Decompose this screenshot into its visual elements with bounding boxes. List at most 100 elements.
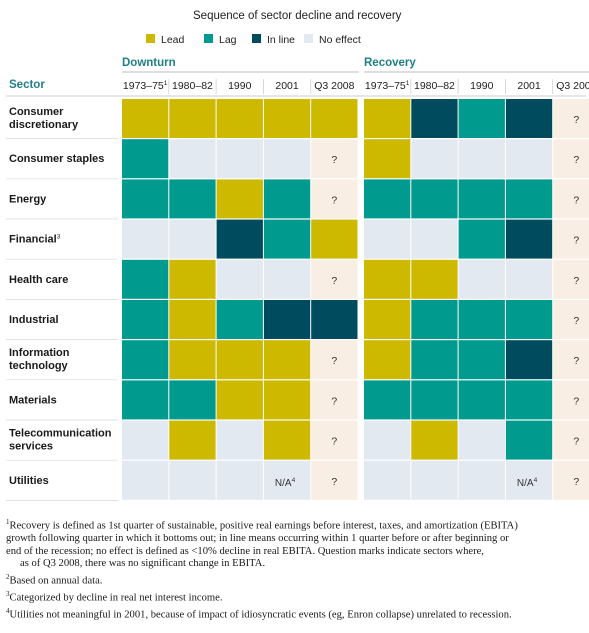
- cell-1-0-1: [169, 139, 216, 179]
- row-label-7: Materials: [9, 394, 57, 406]
- chart-title: Sequence of sector decline and recovery: [193, 10, 402, 22]
- cell-2-1-4: [553, 179, 589, 219]
- cell-3-0-4: [311, 219, 358, 259]
- legend-label-lag: Lag: [219, 34, 237, 46]
- cell-8-1-1: [411, 420, 458, 460]
- cell-8-1-0: [364, 420, 411, 460]
- cell-8-0-4: [311, 420, 358, 460]
- cell-8-0-0: [122, 420, 169, 460]
- column-header-0-2: 1990: [228, 80, 252, 92]
- cell-5-0-0: [122, 300, 169, 339]
- row-label-3: Financial3: [9, 234, 61, 246]
- cell-unknown-mark: ?: [573, 436, 579, 448]
- cell-3-0-3: [263, 219, 311, 259]
- cell-6-1-0: [364, 340, 411, 380]
- cell-unknown-mark: ?: [573, 315, 579, 327]
- cell-2-0-0: [122, 179, 169, 219]
- cell-3-0-0: [122, 219, 169, 259]
- cell-3-1-4: [553, 219, 589, 259]
- cell-7-0-3: [263, 380, 311, 420]
- cell-4-0-3: [263, 259, 311, 299]
- cell-4-0-2: [216, 259, 263, 299]
- cell-6-1-1: [411, 340, 458, 380]
- cell-6-0-1: [169, 340, 216, 380]
- cell-unknown-mark: ?: [573, 355, 579, 367]
- cell-6-0-0: [122, 340, 169, 380]
- cell-3-0-2: [216, 219, 263, 259]
- cell-7-0-0: [122, 380, 169, 420]
- cell-4-1-0: [364, 259, 411, 299]
- cell-5-1-1: [411, 300, 458, 339]
- footnote-text: Based on annual data.: [9, 575, 103, 587]
- footnote-text: Categorized by decline in real net inter…: [9, 592, 223, 604]
- legend-swatch-none: [304, 34, 313, 43]
- cell-unknown-mark: ?: [331, 476, 337, 488]
- row-label-8: Telecommunication services: [9, 428, 112, 453]
- column-header-0-3: 2001: [275, 80, 299, 92]
- legend-swatch-lead: [146, 34, 155, 43]
- cell-1-0-4: [311, 139, 358, 179]
- cell-9-1-3: [505, 460, 553, 500]
- cell-4-0-0: [122, 259, 169, 299]
- cell-1-1-3: [505, 139, 553, 179]
- cell-9-1-0: [364, 460, 411, 500]
- cell-7-0-4: [311, 380, 358, 420]
- cell-3-1-1: [411, 219, 458, 259]
- cell-7-1-0: [364, 380, 411, 420]
- cell-1-1-2: [458, 139, 505, 179]
- column-header-0-4: Q3 2008: [314, 80, 354, 92]
- cell-0-1-3: [505, 99, 553, 138]
- cell-5-1-4: [553, 300, 589, 339]
- cell-unknown-mark: ?: [331, 275, 337, 287]
- cell-8-0-1: [169, 420, 216, 460]
- footnote-line: 1Recovery is defined as 1st quarter of s…: [6, 516, 584, 533]
- legend-label-lead: Lead: [161, 34, 185, 46]
- cell-8-1-2: [458, 420, 505, 460]
- cell-unknown-mark: ?: [573, 275, 579, 287]
- cell-6-0-3: [263, 340, 311, 380]
- footnote-text: growth following quarter in which it bot…: [6, 533, 509, 545]
- cell-0-0-2: [216, 99, 263, 138]
- cell-7-1-2: [458, 380, 505, 420]
- cell-0-0-0: [122, 99, 169, 138]
- cell-unknown-mark: ?: [331, 395, 337, 407]
- cell-8-0-3: [263, 420, 311, 460]
- cell-0-0-4: [311, 99, 358, 138]
- cell-unknown-mark: ?: [331, 355, 337, 367]
- cell-5-0-4: [311, 300, 358, 339]
- column-header-0-0: 1973–751: [123, 80, 168, 92]
- cell-0-0-1: [169, 99, 216, 138]
- row-label-5: Industrial: [9, 314, 59, 326]
- cell-7-0-1: [169, 380, 216, 420]
- cell-7-1-1: [411, 380, 458, 420]
- cell-6-0-2: [216, 340, 263, 380]
- row-label-1: Consumer staples: [9, 153, 104, 165]
- legend-label-inline: In line: [267, 34, 295, 46]
- cell-3-1-0: [364, 219, 411, 259]
- column-header-1-0: 1973–751: [365, 80, 410, 92]
- cell-2-0-3: [263, 179, 311, 219]
- footnote-text: end of the recession; no effect is defin…: [6, 545, 484, 557]
- legend-swatch-inline: [252, 34, 261, 43]
- cell-2-0-1: [169, 179, 216, 219]
- cell-0-1-4: [553, 99, 589, 138]
- cell-9-0-2: [216, 460, 263, 500]
- group-header-downturn: Downturn: [122, 57, 176, 69]
- footnote-number: 1: [6, 518, 10, 526]
- cell-1-0-0: [122, 139, 169, 179]
- cell-unknown-mark: ?: [331, 436, 337, 448]
- cell-5-1-2: [458, 300, 505, 339]
- footnote-text: as of Q3 2008, there was no significant …: [20, 558, 266, 570]
- cell-unknown-mark: ?: [573, 235, 579, 247]
- cell-9-0-1: [169, 460, 216, 500]
- cell-8-1-3: [505, 420, 553, 460]
- cell-unknown-mark: ?: [573, 476, 579, 488]
- legend-label-none: No effect: [319, 34, 361, 46]
- cell-4-1-3: [505, 259, 553, 299]
- footnote-line: growth following quarter in which it bot…: [6, 533, 584, 546]
- footnote-number: 3: [6, 590, 10, 599]
- cell-unknown-mark: ?: [331, 194, 337, 206]
- cell-2-0-2: [216, 179, 263, 219]
- cell-8-0-2: [216, 420, 263, 460]
- row-label-0: Consumer discretionary: [9, 106, 79, 131]
